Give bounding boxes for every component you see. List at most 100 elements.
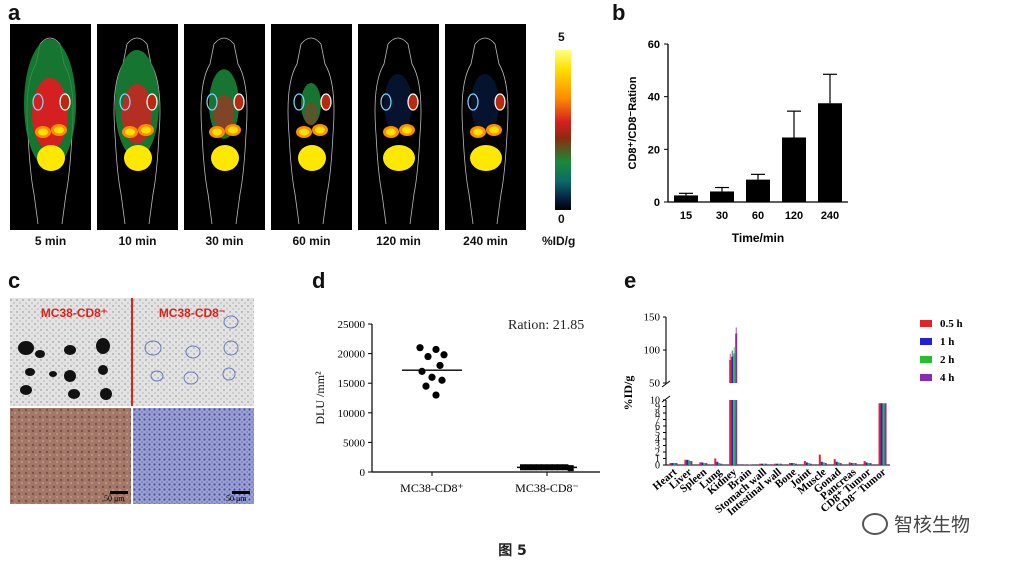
e-bar	[688, 460, 691, 465]
body-outline	[113, 37, 161, 225]
e-bar	[854, 463, 857, 465]
micro-top-right	[133, 298, 254, 406]
e-bar	[880, 403, 883, 465]
e-bar	[824, 463, 827, 465]
pet-scan	[358, 24, 439, 230]
e-bar	[765, 463, 768, 465]
panel-label-e: e	[624, 268, 637, 293]
b-ytick-label: 40	[648, 92, 660, 104]
e-bar	[882, 403, 885, 465]
chart-e: 01234567891050100150%ID/gHeartLiverSplee…	[621, 312, 963, 519]
roi-cd8-negative	[380, 93, 392, 111]
pet-image-row	[10, 24, 526, 230]
b-xtick-label: 240	[821, 210, 839, 222]
e-bar	[807, 463, 810, 465]
e-ytick-label: 9	[655, 402, 660, 413]
e-bar	[788, 463, 791, 465]
time-label: 30 min	[205, 234, 244, 248]
micro-top-left	[10, 298, 131, 406]
b-ytick-label: 60	[648, 39, 660, 51]
e-bar	[744, 464, 747, 465]
e-bar	[869, 463, 872, 465]
e-bar	[818, 454, 821, 465]
e-bar	[718, 463, 721, 465]
e-bar	[863, 461, 866, 465]
roi-cd8-positive	[407, 93, 419, 111]
roi-cd8-negative	[119, 93, 131, 111]
kidney-right-core	[228, 126, 238, 134]
d-point	[438, 376, 446, 384]
e-legend-swatch	[920, 356, 932, 363]
e-ytick-label: 1	[655, 454, 660, 465]
roi-cd8-positive	[494, 93, 506, 111]
e-bar	[746, 464, 749, 465]
d-point	[525, 464, 532, 471]
pet-scan	[445, 24, 526, 230]
e-bar	[669, 463, 672, 465]
micro-bottom-left	[10, 408, 131, 504]
e-bar	[750, 464, 753, 465]
microscopy-panel: MC38-CD8⁺ MC38-CD8⁻ 50 μm 50 μm	[10, 298, 254, 504]
d-point	[546, 464, 553, 471]
micro-title-left: MC38-CD8⁺	[40, 306, 108, 320]
micro-bottom-left-svg	[10, 408, 131, 504]
e-break-mark	[661, 380, 671, 388]
e-bar	[690, 461, 693, 465]
e-bar	[731, 400, 734, 465]
body-uptake-hot	[213, 94, 235, 134]
e-bar	[792, 463, 795, 465]
pet-scan-svg	[113, 37, 161, 225]
roi-cd8-positive	[59, 93, 71, 111]
e-bar	[699, 462, 702, 465]
b-bar	[746, 179, 770, 202]
d-point	[422, 382, 430, 390]
bladder	[37, 145, 65, 171]
scale-bar-label-left: 50 μm	[104, 494, 125, 503]
b-xlabel: Time/min	[732, 231, 784, 245]
kidney-left-core	[299, 128, 309, 136]
b-xtick-label: 120	[785, 210, 803, 222]
d-point	[541, 464, 548, 471]
e-bar	[803, 461, 806, 465]
micro-top-left-svg	[10, 298, 131, 406]
d-point	[567, 465, 574, 472]
bladder	[124, 145, 152, 171]
b-xtick-label: 60	[752, 210, 764, 222]
pet-scan	[271, 24, 352, 230]
e-legend-swatch	[920, 338, 932, 345]
e-bar	[759, 463, 762, 465]
d-xtick-label: MC38-CD8⁺	[400, 481, 464, 495]
b-xtick-label: 30	[716, 210, 728, 222]
e-bar	[884, 403, 887, 465]
e-bar	[673, 463, 676, 465]
e-bar	[835, 461, 838, 465]
e-bar	[703, 463, 706, 465]
chart-d: 0 5000 10000 15000 20000 25000 MC38-CD8⁺ MC38-C…	[313, 319, 600, 495]
d-point	[520, 464, 526, 471]
e-bar	[684, 459, 687, 465]
time-label: 240 min	[463, 234, 508, 248]
b-bar	[710, 191, 734, 202]
e-bar	[675, 463, 678, 465]
e-bar	[867, 463, 870, 465]
e-bar	[705, 463, 708, 465]
e-bar	[878, 403, 881, 465]
e-bar	[865, 462, 868, 465]
roi-cd8-negative	[206, 93, 218, 111]
e-legend-label: 0.5 h	[940, 318, 963, 330]
e-bar	[780, 463, 782, 465]
e-bar	[748, 464, 751, 465]
e-ytick-label: 100	[644, 345, 661, 357]
e-bar	[686, 459, 689, 465]
d-point	[436, 361, 444, 370]
pet-scan	[10, 24, 91, 230]
e-bar	[778, 463, 780, 465]
time-label: 5 min	[34, 234, 67, 248]
body-outline	[374, 37, 422, 225]
red-divider	[131, 298, 133, 406]
pet-scan-svg	[24, 37, 76, 225]
d-point	[416, 344, 424, 352]
e-bar	[671, 463, 674, 465]
kidney-right-core	[315, 126, 325, 134]
roi-cd8-positive	[320, 93, 332, 111]
